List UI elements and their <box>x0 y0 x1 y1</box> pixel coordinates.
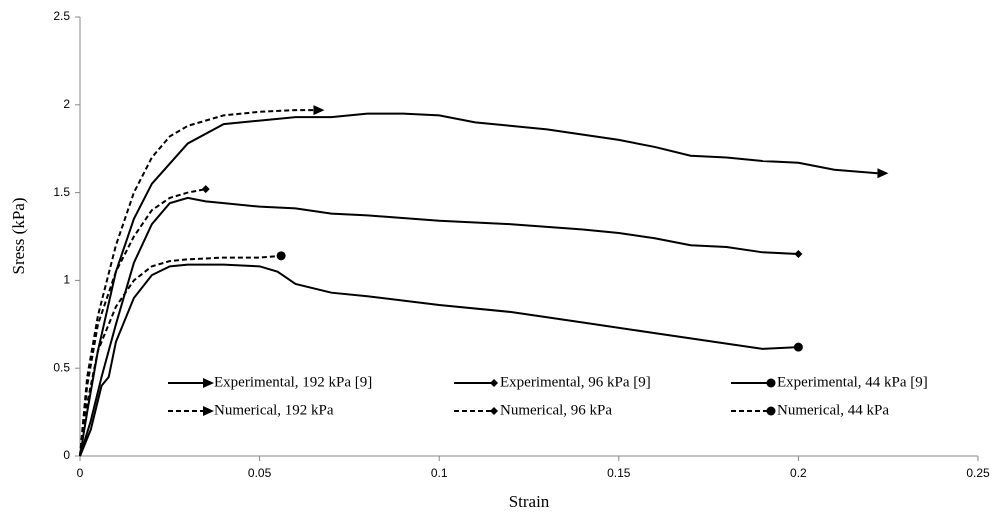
y-tick-label: 1 <box>63 273 70 287</box>
series-line <box>79 254 282 457</box>
marker-circle <box>793 342 803 352</box>
series-line <box>79 109 314 457</box>
legend-label: Numerical, 96 kPa <box>500 402 612 418</box>
legend-label: Numerical, 192 kPa <box>214 402 334 418</box>
x-tick-label: 0.15 <box>607 466 631 480</box>
x-axis-label: Strain <box>509 492 550 511</box>
series-line <box>79 196 799 457</box>
marker-diamond <box>490 407 498 415</box>
marker-circle <box>766 378 776 388</box>
marker-diamond <box>794 250 803 259</box>
marker-arrow <box>313 105 325 116</box>
marker-arrow <box>877 168 889 179</box>
marker-arrow <box>203 378 214 388</box>
y-tick-label: 0.5 <box>53 360 70 374</box>
y-axis-label: Sress (kPa) <box>9 198 28 275</box>
series-line <box>79 188 206 457</box>
legend-label: Experimental, 44 kPa [9] <box>777 374 928 390</box>
series-line <box>79 112 878 457</box>
marker-circle <box>276 251 286 261</box>
x-tick-label: 0 <box>77 466 84 480</box>
series-line <box>79 263 799 457</box>
marker-diamond <box>490 379 498 387</box>
x-tick-label: 0.2 <box>790 466 807 480</box>
marker-arrow <box>203 406 214 416</box>
legend-label: Numerical, 44 kPa <box>777 402 889 418</box>
y-tick-label: 0 <box>63 448 70 462</box>
legend-label: Experimental, 96 kPa [9] <box>500 374 651 390</box>
y-tick-label: 2 <box>63 97 70 111</box>
y-tick-label: 1.5 <box>53 185 70 199</box>
x-tick-label: 0.1 <box>431 466 448 480</box>
marker-diamond <box>201 185 210 194</box>
y-tick-label: 2.5 <box>53 9 70 23</box>
x-tick-label: 0.05 <box>248 466 272 480</box>
legend-label: Experimental, 192 kPa [9] <box>214 374 372 390</box>
marker-circle <box>766 406 776 416</box>
x-tick-label: 0.25 <box>966 466 990 480</box>
